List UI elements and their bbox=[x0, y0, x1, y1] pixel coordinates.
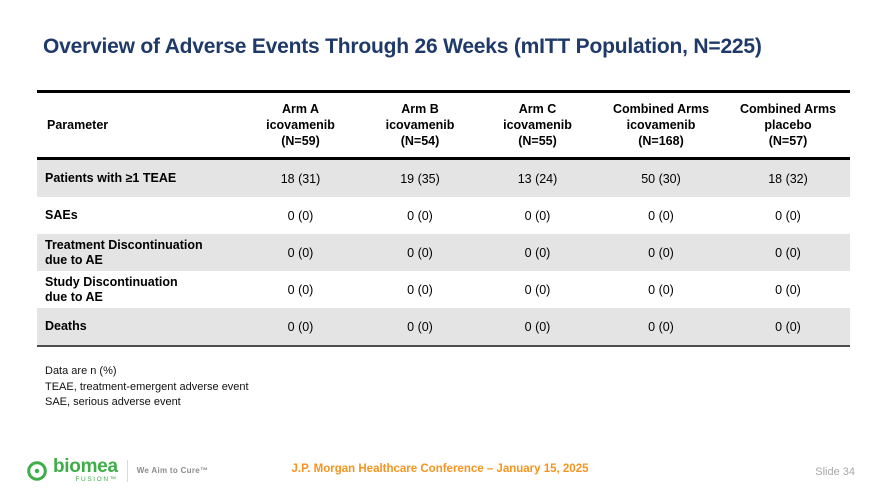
logo-wordmark: biomea FUSION™ bbox=[53, 456, 118, 483]
page-title: Overview of Adverse Events Through 26 We… bbox=[43, 35, 762, 58]
row-label-treatment-discontinuation: Treatment Discontinuation due to AE bbox=[45, 237, 203, 267]
table-body: Patients with ≥1 TEAE 18 (31) 19 (35) 13… bbox=[37, 158, 850, 346]
table-row: Patients with ≥1 TEAE 18 (31) 19 (35) 13… bbox=[37, 158, 850, 197]
row-label-deaths: Deaths bbox=[45, 319, 87, 333]
slide-number: Slide 34 bbox=[815, 466, 855, 478]
table-cell: 0 (0) bbox=[524, 319, 551, 334]
adverse-events-table: Parameter Arm A icovamenib (N=59) Arm B … bbox=[37, 90, 850, 347]
table-cell: 0 (0) bbox=[287, 245, 314, 260]
table-cell: 0 (0) bbox=[648, 282, 674, 297]
table-cell: 0 (0) bbox=[524, 245, 551, 260]
table-row: Treatment Discontinuation due to AE 0 (0… bbox=[37, 234, 850, 271]
table-cell: 0 (0) bbox=[648, 208, 674, 223]
table-cell: 0 (0) bbox=[648, 319, 674, 334]
table-cell: 13 (24) bbox=[517, 171, 558, 186]
table-row: Study Discontinuation due to AE 0 (0) 0 … bbox=[37, 271, 850, 308]
row-label-study-discontinuation: Study Discontinuation due to AE bbox=[45, 274, 178, 304]
table-cell: 50 (30) bbox=[641, 171, 681, 186]
table-cell: 0 (0) bbox=[775, 208, 801, 223]
table-row: Deaths 0 (0) 0 (0) 0 (0) 0 (0) 0 (0) bbox=[37, 308, 850, 346]
row-label-saes: SAEs bbox=[45, 208, 78, 222]
table-cell: 0 (0) bbox=[407, 208, 433, 223]
column-header-combined-placebo: Combined Arms placebo (N=57) bbox=[726, 91, 850, 160]
adverse-events-table-container: Parameter Arm A icovamenib (N=59) Arm B … bbox=[37, 90, 850, 347]
table-cell: 0 (0) bbox=[407, 319, 433, 334]
table-row: SAEs 0 (0) 0 (0) 0 (0) 0 (0) 0 (0) bbox=[37, 197, 850, 234]
table-cell: 0 (0) bbox=[407, 282, 433, 297]
column-header-arm-b: Arm B icovamenib (N=54) bbox=[361, 91, 479, 160]
table-cell: 0 (0) bbox=[524, 208, 551, 223]
footnote-line: TEAE, treatment-emergent adverse event bbox=[45, 380, 249, 393]
table-cell: 18 (32) bbox=[768, 171, 808, 186]
column-header-arm-a: Arm A icovamenib (N=59) bbox=[240, 91, 361, 160]
footnote-line: SAE, serious adverse event bbox=[45, 396, 181, 408]
footer-divider bbox=[126, 459, 128, 482]
logo-ring-icon bbox=[27, 460, 47, 481]
column-header-arm-c: Arm C icovamenib (N=55) bbox=[479, 91, 596, 160]
logo-word-biomea: biomea bbox=[53, 456, 118, 477]
table-cell: 0 (0) bbox=[287, 319, 314, 334]
biomea-fusion-logo: biomea FUSION™ We Aim to Cure™ bbox=[26, 456, 209, 483]
table-cell: 0 (0) bbox=[287, 282, 314, 297]
table-cell: 0 (0) bbox=[287, 208, 314, 223]
table-cell: 0 (0) bbox=[648, 245, 674, 260]
table-cell: 19 (35) bbox=[400, 171, 440, 186]
table-cell: 0 (0) bbox=[775, 245, 801, 260]
footnotes: Data are n (%) TEAE, treatment-emergent … bbox=[45, 364, 249, 411]
column-header-parameter: Parameter bbox=[37, 91, 240, 160]
row-label-teae: Patients with ≥1 TEAE bbox=[45, 171, 177, 185]
table-cell: 18 (31) bbox=[280, 171, 321, 186]
table-cell: 0 (0) bbox=[775, 319, 801, 334]
column-header-combined-icovamenib: Combined Arms icovamenib (N=168) bbox=[596, 91, 726, 160]
table-cell: 0 (0) bbox=[407, 245, 433, 260]
conference-title: J.P. Morgan Healthcare Conference – Janu… bbox=[291, 463, 589, 475]
table-cell: 0 (0) bbox=[524, 282, 551, 297]
table-header-row: Parameter Arm A icovamenib (N=59) Arm B … bbox=[37, 91, 850, 160]
logo-sub-fusion: FUSION™ bbox=[75, 476, 118, 483]
logo-tagline: We Aim to Cure™ bbox=[136, 466, 209, 475]
table-header: Parameter Arm A icovamenib (N=59) Arm B … bbox=[37, 91, 850, 160]
table-cell: 0 (0) bbox=[775, 282, 801, 297]
footnote-line: Data are n (%) bbox=[45, 365, 117, 377]
